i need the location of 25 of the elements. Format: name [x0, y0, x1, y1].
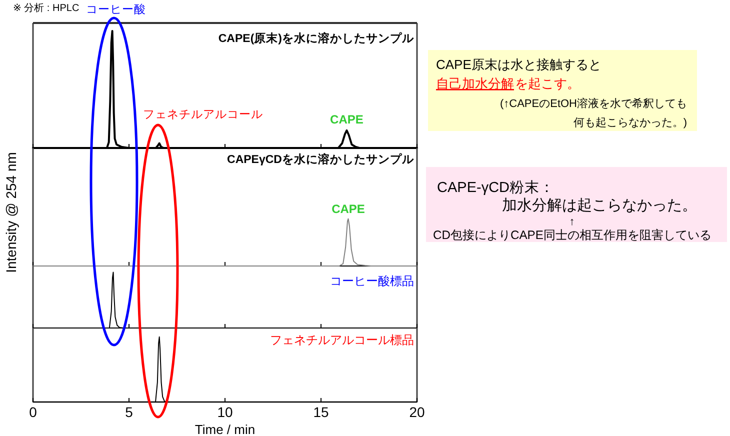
text: を起こす。 — [515, 76, 580, 91]
text: CAPE-γCD粉末： — [437, 179, 555, 196]
x-tick-label: 0 — [29, 404, 38, 420]
x-tick-label: 5 — [125, 404, 134, 420]
x-tick-label: 20 — [409, 404, 425, 420]
annotation: フェネチルアルコール — [143, 109, 263, 121]
chart-title: CAPEγCDを水に溶かしたサンプル — [227, 152, 415, 166]
text: ↑ — [569, 216, 575, 228]
x-tick-label: 15 — [313, 404, 329, 420]
chart-title: フェネチルアルコール標品 — [270, 333, 414, 347]
text: ※ 分析 : HPLC — [13, 2, 80, 14]
text: 自己加水分解 — [436, 76, 514, 91]
y-axis-title: Intensity @ 254 nm — [3, 152, 19, 273]
annotation: CAPE — [332, 202, 365, 216]
chart-title: CAPE(原末)を水に溶かしたサンプル — [218, 31, 415, 45]
x-axis-title: Time / min — [194, 422, 256, 436]
x-tick-label: 10 — [217, 404, 233, 420]
text: コーヒー酸 — [86, 3, 146, 16]
annotation: CAPE — [330, 112, 364, 126]
chart-title: コーヒー酸標品 — [330, 274, 414, 288]
text: CD包接によりCAPE同士の相互作用を阻害している — [433, 228, 712, 242]
text: CAPE原末は水と接触すると — [436, 57, 602, 72]
text: 加水分解は起こらなかった。 — [502, 197, 697, 214]
text: 何も起こらなかった。) — [573, 117, 687, 129]
text: (↑CAPEのEtOH溶液を水で希釈しても — [500, 97, 687, 110]
